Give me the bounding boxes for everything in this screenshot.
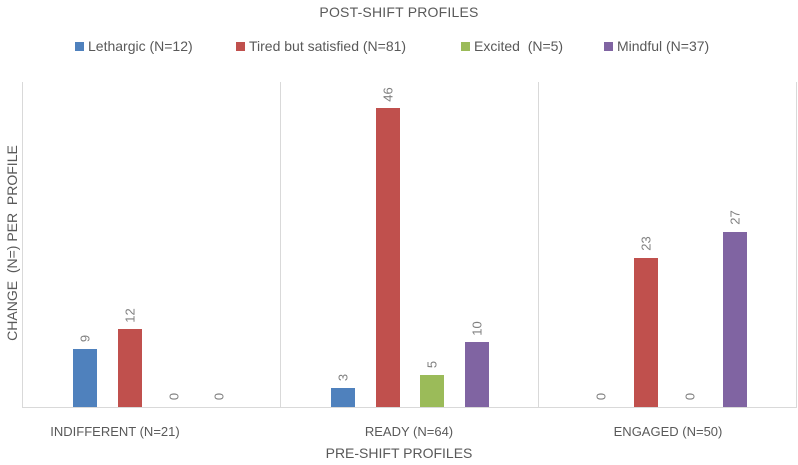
data-label: 46 [380,86,396,102]
x-axis-line [22,407,797,408]
bar [633,257,658,407]
legend-item-mindful: Mindful (N=37) [604,38,709,54]
data-label: 0 [166,393,182,401]
bar [464,342,489,407]
legend-item-lethargic: Lethargic (N=12) [75,38,193,54]
bar [73,348,98,407]
bar [375,108,400,407]
bar [117,329,142,407]
gridline [22,82,23,407]
data-label: 5 [424,360,440,368]
legend-swatch-icon [236,41,245,51]
bar [331,387,356,407]
data-label: 0 [211,393,227,401]
legend-swatch-icon [75,41,84,51]
gridline [796,82,797,407]
y-axis-label: CHANGE (N=) PER PROFILE [4,145,20,341]
category-label-indifferent: INDIFFERENT (N=21) [50,424,180,439]
gridline [538,82,539,407]
data-label: 9 [77,334,93,342]
data-label: 0 [682,393,698,401]
data-label: 3 [335,373,351,381]
legend-label: Tired but satisfied (N=81) [249,38,407,54]
data-label: 0 [593,393,609,401]
category-label-ready: READY (N=64) [364,424,454,439]
gridline [280,82,281,407]
bar [420,374,445,407]
category-label-engaged: ENGAGED (N=50) [613,424,723,439]
x-axis-label: PRE-SHIFT PROFILES [325,445,473,461]
legend-label: Excited (N=5) [474,38,564,54]
legend-label: Mindful (N=37) [617,38,710,54]
chart-title: POST-SHIFT PROFILES [319,4,479,20]
legend-item-excited: Excited (N=5) [461,38,563,54]
bar [722,231,747,407]
data-label: 27 [727,210,743,225]
legend-swatch-icon [604,41,613,51]
legend-item-tired: Tired but satisfied (N=81) [236,38,406,54]
data-label: 23 [638,236,654,251]
legend: Lethargic (N=12) Tired but satisfied (N=… [0,38,798,58]
legend-swatch-icon [461,41,470,51]
data-label: 10 [469,320,485,336]
legend-label: Lethargic (N=12) [88,38,193,54]
data-label: 12 [122,307,138,323]
plot-area: 9 12 0 0 3 46 5 10 0 23 0 27 [22,82,797,408]
